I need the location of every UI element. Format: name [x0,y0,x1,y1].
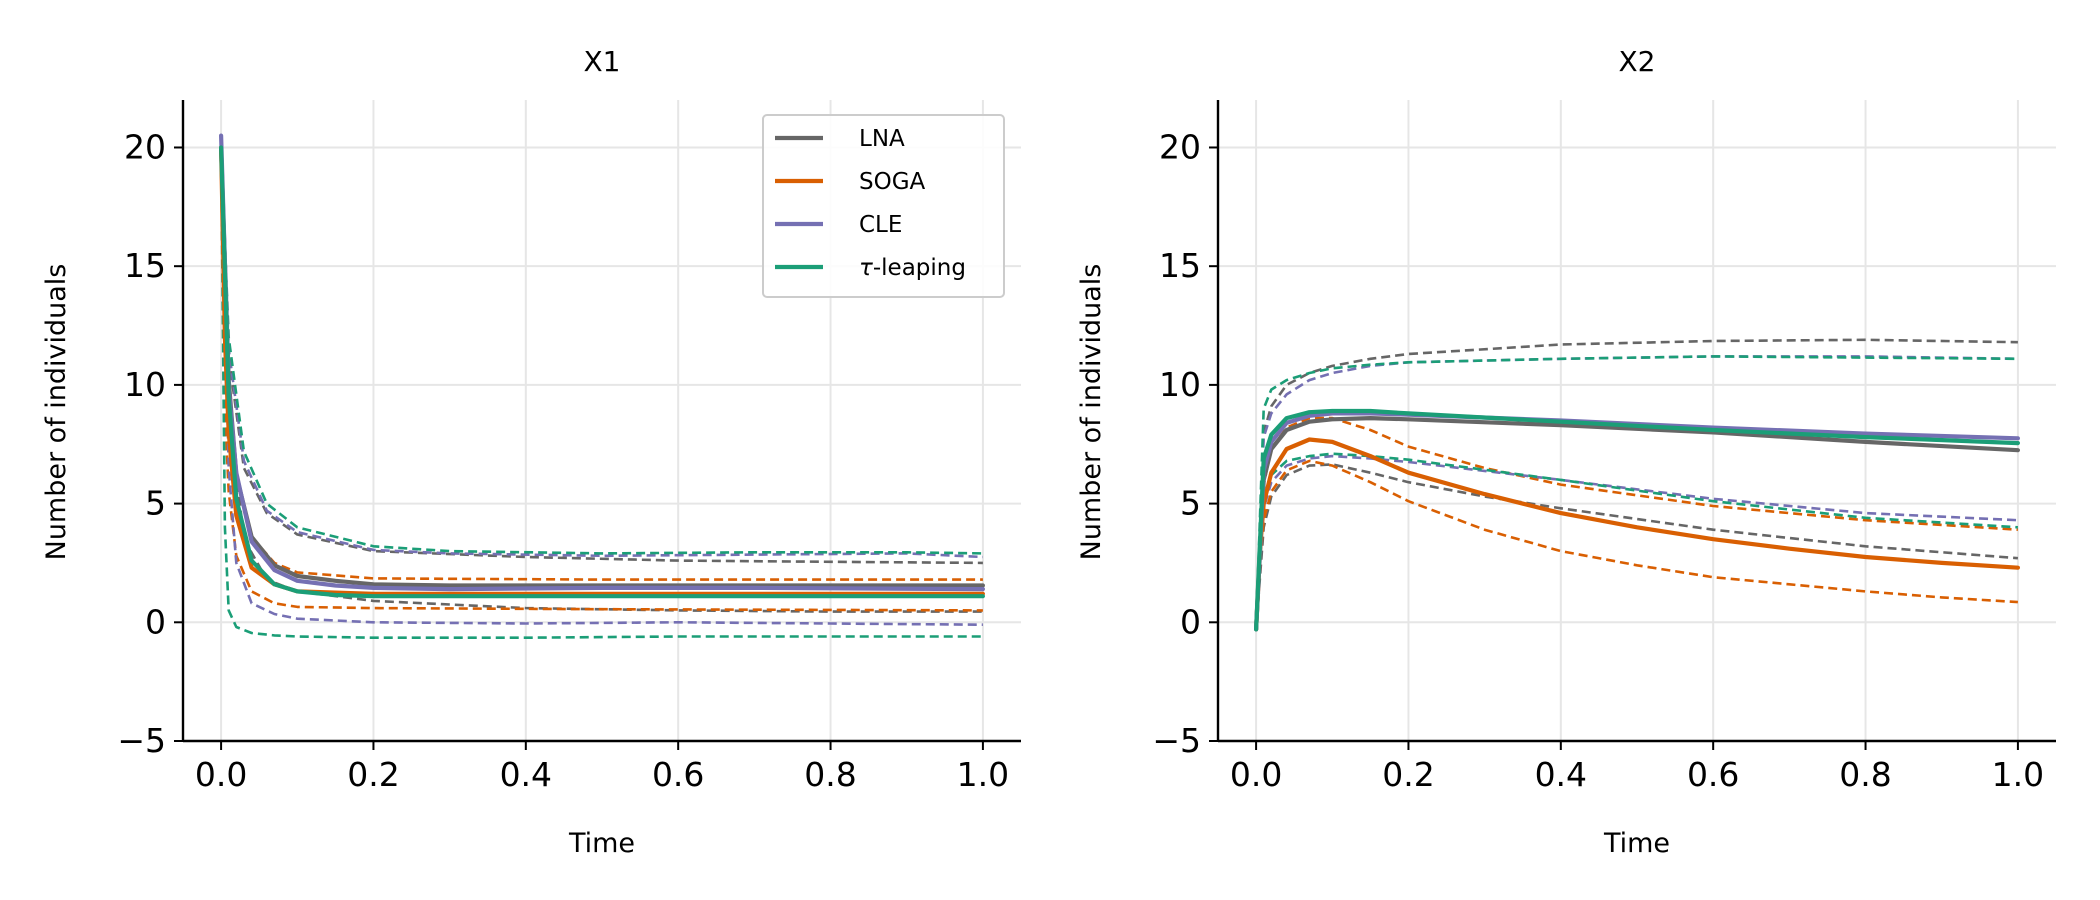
x-tick-label: 0.0 [1230,755,1282,794]
series-line--leaping-lower [219,147,983,640]
x-tick-labels: 0.0 0.2 0.4 0.6 0.8 1.0 [1230,755,2044,794]
x-tick-labels: 0.0 0.2 0.4 0.6 0.8 1.0 [195,755,1009,794]
series-line--leaping [1253,408,2021,632]
y-tick-label: 15 [124,246,166,285]
legend-label: CLE [859,212,902,238]
series-line-cle-lower [219,135,983,626]
legend-box [762,114,1005,298]
y-tick-label: 20 [124,127,166,166]
legend-label: SOGA [859,169,926,195]
y-tick-label: 0 [1180,602,1201,641]
series-line-soga-lower [219,147,983,612]
x-tick-label: 0.0 [195,755,247,794]
panel-title: X2 [1619,45,1656,78]
x-tick-label: 0.4 [1535,755,1587,794]
y-axis-label: Number of individuals [41,264,72,561]
series-line-soga [1253,437,2021,632]
x-tick-label: 0.6 [1687,755,1739,794]
y-tick-label: −5 [1152,721,1201,760]
y-tick-label: −5 [117,721,166,760]
x-tick-label: 1.0 [957,755,1009,794]
y-axis-label: Number of individuals [1076,264,1107,561]
plot-area [1253,338,2021,632]
y-tick-labels: −5 0 5 10 15 20 [1152,127,1201,760]
y-tick-label: 0 [145,602,166,641]
legend-label: LNA [859,126,905,152]
series-line--leaping-lower [1254,452,2018,630]
x-tick-label: 0.8 [1839,755,1891,794]
series-line-soga-upper [1254,416,2018,630]
axes [174,100,1021,750]
y-tick-label: 20 [1159,127,1201,166]
x-tick-label: 0.4 [500,755,552,794]
series-line--leaping-upper [1254,355,2018,630]
legend: LNA SOGA CLE τ-leaping [762,114,1005,298]
series-line-lna-upper [219,147,983,565]
plot-area [219,133,986,640]
series-line-cle [1253,411,2021,632]
series-line-soga-lower [1254,459,2018,630]
series-line-cle-upper [1254,355,2018,630]
series-line-lna-upper [1254,338,2018,630]
x-axis-label: Time [568,828,635,859]
y-tick-label: 15 [1159,246,1201,285]
y-tick-labels: −5 0 5 10 15 20 [117,127,166,760]
x-tick-label: 0.2 [1382,755,1434,794]
x-tick-label: 1.0 [1992,755,2044,794]
axes [1209,100,2056,750]
x-tick-label: 0.2 [347,755,399,794]
series-line-cle-upper [219,135,983,559]
x-tick-label: 0.8 [804,755,856,794]
y-tick-label: 5 [145,484,166,523]
series-line--leaping-upper [219,147,983,555]
x-axis-label: Time [1603,828,1670,859]
chart-panel-x2: X2 0.0 0.2 0.4 0.6 0.8 1.0 −5 0 5 10 15 20 Time Nu… [1076,45,2056,859]
y-tick-label: 5 [1180,484,1201,523]
y-tick-label: 10 [124,365,166,404]
x-tick-label: 0.6 [652,755,704,794]
series-line--leaping [219,145,986,599]
y-tick-label: 10 [1159,365,1201,404]
panel-title: X1 [584,45,621,78]
legend-label: τ-leaping [859,255,966,281]
chart-panel-x1: X1 0.0 0.2 0.4 0.6 0.8 1.0 −5 0 5 10 15 20 Time Nu… [41,45,1021,859]
